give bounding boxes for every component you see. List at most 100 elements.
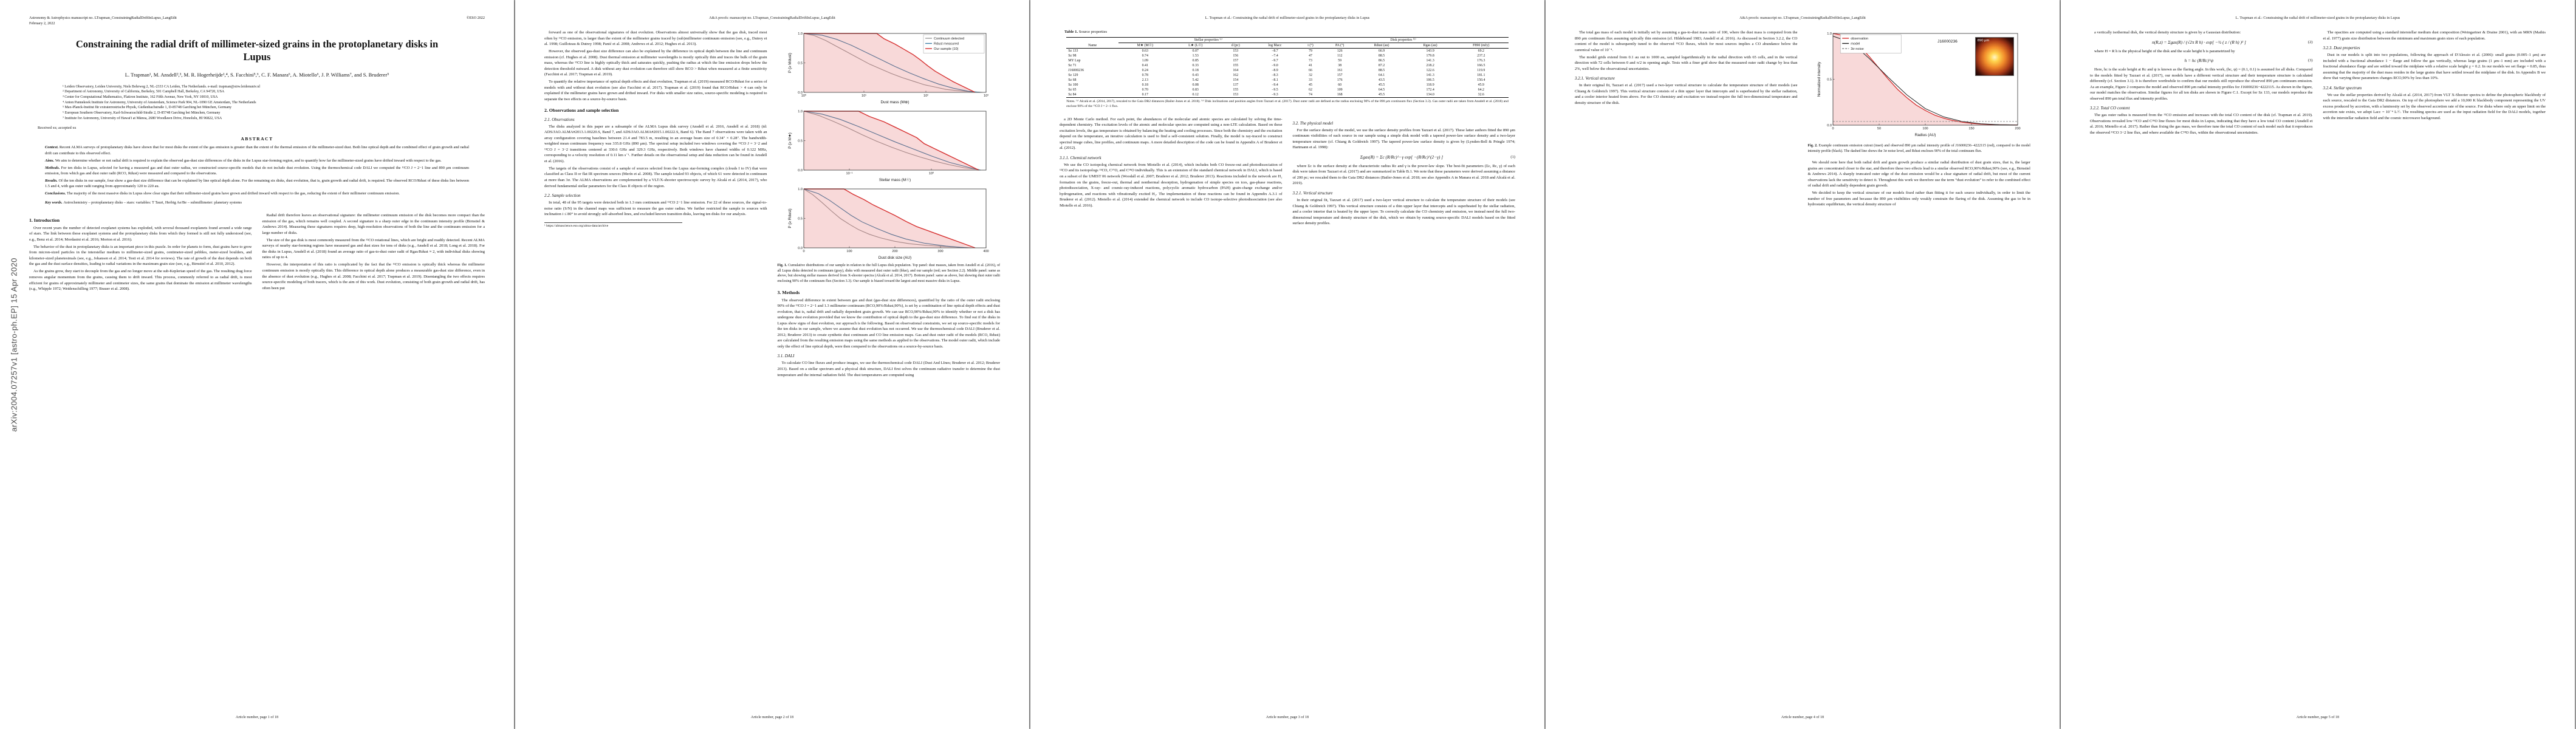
figure-1: 10⁰ 10¹ 10² 10³ 0.0 0.5 1.0 Dust mass (M⊕) P (≥ … <box>778 30 1001 261</box>
body-paragraph: Context. Recent ALMA surveys of protopla… <box>45 145 469 156</box>
figure2-intensity-profile: 0 50 100 150 200 0.0 0.5 1.0 Radius (AU) Normaliz… <box>1817 32 2021 137</box>
body-paragraph: Dust in our models is split into two pop… <box>2323 53 2546 81</box>
abstract-label: ABSTRACT <box>241 136 273 142</box>
body-paragraph: a 2D Monte Carlo method. For each point,… <box>1060 117 1283 151</box>
page1-column-left: 1. Introduction Over recent years the num… <box>29 213 252 293</box>
svg-text:400: 400 <box>983 250 988 253</box>
page-footer: Article number, page 3 of 18 <box>1266 716 1309 719</box>
table-source-properties: Stellar properties ⁽ᵃ⁾ Disk properties ⁽… <box>1066 37 1509 98</box>
column-header: Name <box>1066 43 1119 49</box>
body-paragraph: The gas outer radius is measured from th… <box>2090 113 2313 135</box>
svg-text:1.0: 1.0 <box>798 188 803 191</box>
figure2-emission-cutout: 890 μm <box>1975 37 2014 76</box>
body-paragraph: We decided to keep the vertical structur… <box>1807 191 2031 207</box>
page3-columns: a 2D Monte Carlo method. For each point,… <box>1060 117 1515 228</box>
svg-text:0.5: 0.5 <box>798 62 803 66</box>
keywords: Key words. Astrochemistry – protoplaneta… <box>45 200 469 205</box>
page4-column-left: The total gas mass of each model is init… <box>1575 30 1798 108</box>
svg-text:150: 150 <box>1968 127 1974 131</box>
column-header: M★ (M☉) <box>1118 43 1172 49</box>
body-paragraph: To calculate CO line fluxes and produce … <box>777 361 1001 377</box>
body-paragraph: Radial drift therefore leaves an observa… <box>262 213 485 235</box>
footnote: ¹ https://almascience.eso.org/alma-data/… <box>544 222 683 229</box>
svg-text:Rdust measured: Rdust measured <box>934 43 959 46</box>
table-column-header-row: Name M★ (M☉) L★ (L☉) d (pc) log Ṁacc i (°) PA … <box>1066 43 1509 49</box>
equation: h = hc (R/Rc)^ψ (3) <box>2184 58 2313 64</box>
manuscript-date: February 2, 2022 <box>29 21 55 26</box>
body-paragraph: The targets of the observations consist … <box>544 166 767 188</box>
body-paragraph: The behavior of the dust in protoplaneta… <box>29 244 252 267</box>
manuscript-id: Astronomy & Astrophysics manuscript no. … <box>29 16 177 20</box>
svg-text:0.5: 0.5 <box>798 217 803 221</box>
column-header: Rdust (au) <box>1356 43 1407 49</box>
figure1-panel-disk-size: 0 100 200 300 400 0.0 0.5 1.0 Dust disk size (AU… <box>788 188 989 260</box>
page4-columns: The total gas mass of each model is init… <box>1575 30 2030 209</box>
arxiv-stamp: arXiv:2004.07257v1 [astro-ph.EP] 15 Apr … <box>9 258 19 432</box>
svg-text:observation: observation <box>1851 37 1868 41</box>
subsection-heading: 3.2. The physical model <box>1292 120 1334 126</box>
svg-text:Continuum detected: Continuum detected <box>934 37 964 41</box>
page5-column-right: The opacities are computed using a stand… <box>2323 30 2546 123</box>
group-header-disk: Disk properties ⁽ᵇ⁾ <box>1298 37 1509 43</box>
page-footer: Article number, page 1 of 18 <box>235 716 279 719</box>
table-row: Sz 100 0.18 0.08 137 −9.4 45 60 45.5 118.9 45.9 <box>1068 83 1484 87</box>
affiliation-item: ¹ Leiden Observatory, Leiden University,… <box>63 84 261 89</box>
body-paragraph: The total gas mass of each model is init… <box>1575 30 1798 52</box>
svg-text:Stellar mass (M☉): Stellar mass (M☉) <box>879 178 911 182</box>
body-paragraph: The disks analyzed in this paper are a s… <box>544 124 767 163</box>
column-header: log Ṁacc <box>1252 43 1298 49</box>
svg-text:Dust mass (M⊕): Dust mass (M⊕) <box>880 100 909 104</box>
column-header: i (°) <box>1298 43 1323 49</box>
svg-text:Dust disk size (AU): Dust disk size (AU) <box>879 256 911 260</box>
figure-caption: Fig. 2. Example continuum emission cutou… <box>1807 144 2030 153</box>
affiliation-item: ⁷ Institute for Astronomy, University of… <box>63 116 222 120</box>
body-paragraph: Aims. We aim to determine whether or not… <box>45 158 442 163</box>
running-header: L. Trapman et al.: Constraining the radi… <box>2235 16 2400 20</box>
table-row: Sz 68 2.13 5.42 154 −8.1 33 176 43.5 106.5 150.4 <box>1068 78 1485 82</box>
svg-text:0.0: 0.0 <box>798 91 803 95</box>
page-4: A&A proofs: manuscript no. LTrapman_Cons… <box>1546 0 2060 729</box>
svg-text:10³: 10³ <box>984 94 988 98</box>
subsection-heading: 3.2.4. Stellar spectrum <box>2323 85 2362 91</box>
page-3: L. Trapman et al.: Constraining the radi… <box>1030 0 1544 729</box>
table1-caption: Table 1. Source properties <box>1064 30 1510 34</box>
body-paragraph: Key words. Astrochemistry – protoplaneta… <box>45 200 242 205</box>
subsection-heading: 3.2.1. Vertical structure <box>1575 76 1615 81</box>
svg-text:J16000236: J16000236 <box>1937 39 1958 44</box>
table-notes: Notes. ⁽ᵃ⁾ Alcalá et al. (2014, 2017), r… <box>1066 100 1509 108</box>
body-paragraph: Results. Of the ten disks in our sample,… <box>45 178 469 189</box>
svg-text:3σ noise: 3σ noise <box>1851 47 1864 51</box>
body-paragraph: We use the stellar properties derived by… <box>2323 92 2546 121</box>
running-header: A&A proofs: manuscript no. LTrapman_Cons… <box>1739 16 1866 20</box>
column-header: F890 (mJy) <box>1453 43 1509 49</box>
table-row: Sz 98 0.74 1.53 156 −7.4 47 112 88.5 179.8 237.2 <box>1068 54 1485 58</box>
svg-text:200: 200 <box>892 250 897 253</box>
svg-text:1.0: 1.0 <box>1827 32 1832 36</box>
table-group-header-row: Stellar properties ⁽ᵃ⁾ Disk properties ⁽… <box>1066 37 1509 43</box>
page1-columns: 1. Introduction Over recent years the num… <box>29 213 485 293</box>
page3-column-left: a 2D Monte Carlo method. For each point,… <box>1060 117 1283 210</box>
body-paragraph: We should note here that both radial dri… <box>1807 160 2031 188</box>
table-row: Sz 133 0.63 0.07 153 −8.7 79 126 66.9 143.9 69.2 <box>1068 49 1484 53</box>
author-list: L. Trapman¹, M. Ansdell²,³, M. R. Hogerh… <box>125 71 389 78</box>
figure-2: 0 50 100 150 200 0.0 0.5 1.0 Radius (AU) Normaliz… <box>1808 30 2031 141</box>
body-paragraph: To quantify the relative importance of o… <box>544 80 767 102</box>
table-body: Sz 133 0.63 0.07 153 −8.7 79 126 66.9 143.9 69.2 S… <box>1066 49 1509 98</box>
page2-column-left: forward as one of the observational sign… <box>544 30 767 230</box>
table-row: Sz 129 0.78 0.43 162 −8.3 32 157 64.1 141.3 181.1 <box>1068 74 1485 77</box>
svg-text:10⁻¹: 10⁻¹ <box>846 172 852 176</box>
paper-title: Constraining the radial drift of millime… <box>75 38 439 63</box>
body-paragraph: However, the observed gas-dust size diff… <box>544 49 767 77</box>
body-paragraph: forward as one of the observational sign… <box>544 30 767 47</box>
page1-header: Astronomy & Astrophysics manuscript no. … <box>29 16 485 26</box>
body-paragraph: where Σc is the surface density at the c… <box>1292 163 1516 186</box>
figure1-panel-stellar-mass: 10⁻¹ 10⁰ 0.0 0.5 1.0 Stellar mass (M☉) P (≥ M★… <box>788 110 987 182</box>
svg-text:10⁰: 10⁰ <box>801 94 807 98</box>
svg-text:10⁰: 10⁰ <box>929 171 934 176</box>
affiliation-item: ⁵ Max-Planck-Institut für extraterrestri… <box>63 106 232 110</box>
page2-columns: forward as one of the observational sign… <box>544 30 1000 380</box>
body-paragraph: We use the CO isotopolog chemical networ… <box>1060 162 1283 208</box>
page-footer: Article number, page 2 of 18 <box>750 716 794 719</box>
table-row: Sz 65 0.70 0.83 155 −9.5 62 109 64.5 172.4 64.2 <box>1068 88 1484 92</box>
table-row: Sz 71 0.41 0.33 155 −9.0 41 38 87.2 218.2 166.5 <box>1068 64 1485 67</box>
